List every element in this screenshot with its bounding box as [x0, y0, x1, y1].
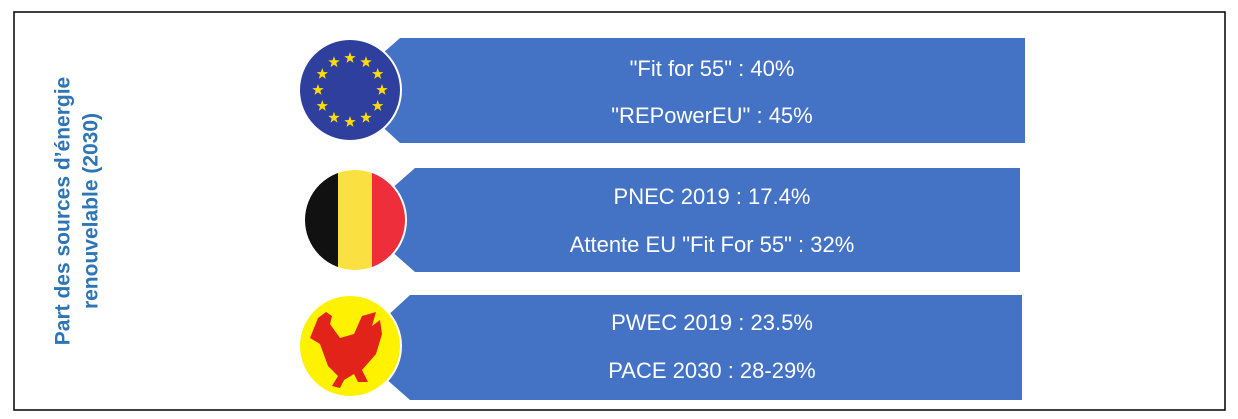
star [316, 100, 328, 111]
star [360, 56, 372, 68]
eu-stars [312, 52, 388, 127]
star [376, 84, 388, 95]
star [316, 68, 328, 79]
star [344, 116, 356, 127]
row-line: PACE 2030 : 28-29% [608, 358, 816, 383]
eu-flag [298, 38, 402, 142]
side-label-line: renouvelable (2030) [80, 113, 103, 309]
star [372, 68, 384, 79]
star [328, 111, 340, 123]
row-line: PWEC 2019 : 23.5% [611, 310, 813, 335]
star [312, 84, 324, 95]
row-line: "Fit for 55" : 40% [630, 56, 795, 81]
row-line: Attente EU "Fit For 55" : 32% [570, 232, 855, 257]
side-label: Part des sources d’énergie renouvelable … [52, 77, 103, 345]
star [344, 52, 356, 63]
flag-ring [303, 168, 407, 272]
row-box [375, 38, 1025, 143]
star [372, 100, 384, 111]
row-box [385, 295, 1022, 400]
star [360, 111, 372, 123]
rooster [310, 312, 382, 388]
side-label-line: Part des sources d’énergie [52, 77, 75, 345]
row-box [390, 168, 1020, 272]
row-line: "REPowerEU" : 45% [611, 103, 812, 128]
star [328, 56, 340, 68]
row-line: PNEC 2019 : 17.4% [614, 184, 811, 209]
